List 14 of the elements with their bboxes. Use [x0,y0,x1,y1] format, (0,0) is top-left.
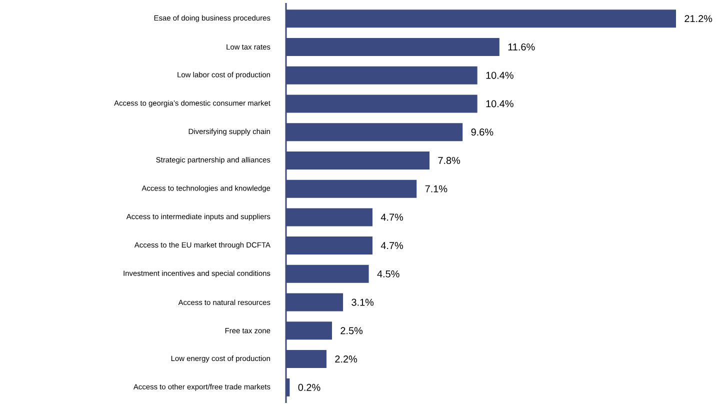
data-label: 10.4% [486,72,514,79]
data-label: 2.2% [335,356,358,363]
data-label: 2.5% [340,327,363,334]
data-label: 4.7% [380,242,404,250]
data-label: 4.7% [380,214,404,221]
data-label: 7.1% [425,185,448,192]
data-label: 11.6% [508,43,535,50]
data-label: 21.2% [684,15,712,22]
data-label: 9.6% [471,128,494,136]
data-label: 4.5% [377,270,400,278]
data-label: 0.2% [298,384,320,391]
data-label: 10.4% [486,100,514,108]
data-label: 7.8% [438,156,460,164]
data-label: 3.1% [352,298,374,306]
